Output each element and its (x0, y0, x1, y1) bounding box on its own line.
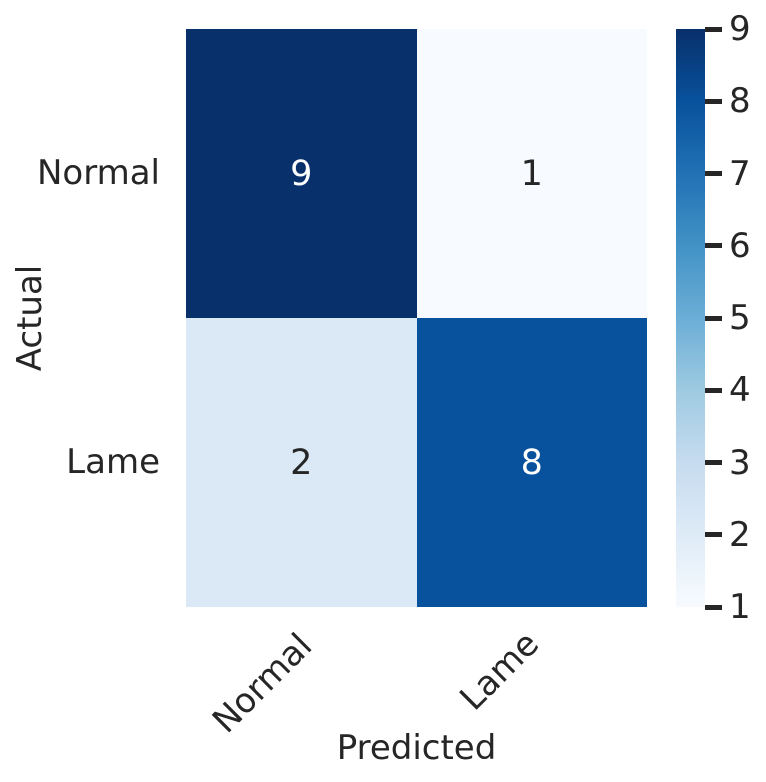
colorbar-tick-label: 7 (729, 153, 751, 194)
colorbar-tick-mark (705, 26, 722, 32)
colorbar-tick-mark (705, 387, 722, 393)
heatmap-cell-actual-normal-pred-lame: 1 (416, 29, 647, 318)
colorbar-tick-mark (705, 532, 722, 538)
colorbar-tick: 1 (705, 587, 751, 627)
heatmap-cell-actual-lame-pred-normal: 2 (186, 318, 417, 607)
colorbar-tick-label: 4 (729, 370, 751, 411)
colorbar-tick-label: 9 (729, 9, 751, 49)
ytick-label-normal: Normal (36, 153, 160, 193)
colorbar-tick-label: 5 (729, 298, 751, 338)
cell-value: 8 (520, 442, 543, 483)
colorbar-tick-label: 8 (729, 81, 751, 122)
colorbar-tick: 4 (705, 370, 751, 410)
colorbar-tick-label: 2 (729, 514, 751, 555)
colorbar-tick-mark (705, 243, 722, 249)
colorbar-tick-mark (705, 98, 722, 104)
colorbar-tick-mark (705, 315, 722, 321)
colorbar-tick: 9 (705, 9, 751, 49)
colorbar-tick: 3 (705, 443, 751, 483)
heatmap-cell-actual-lame-pred-lame: 8 (416, 318, 647, 607)
colorbar-tick: 2 (705, 515, 751, 555)
colorbar-tick: 7 (705, 154, 751, 194)
colorbar (676, 29, 705, 607)
colorbar-tick: 5 (705, 298, 751, 338)
y-axis-label: Actual (10, 264, 50, 372)
colorbar-tick: 8 (705, 81, 751, 121)
colorbar-tick: 6 (705, 226, 751, 266)
colorbar-tick-label: 6 (729, 225, 751, 266)
colorbar-ticks: 9 8 7 6 5 4 3 2 1 (705, 9, 766, 627)
colorbar-tick-label: 3 (729, 442, 751, 483)
cell-value: 9 (290, 153, 313, 194)
xtick-label-normal: Normal (204, 625, 321, 742)
xtick-label-lame: Lame (452, 623, 548, 719)
colorbar-tick-mark (705, 171, 722, 176)
ytick-label-lame: Lame (66, 442, 160, 482)
x-axis-label: Predicted (336, 728, 497, 768)
colorbar-tick-mark (705, 604, 722, 610)
heatmap-grid: 9 1 2 8 (186, 29, 647, 607)
colorbar-tick-mark (705, 460, 722, 465)
cell-value: 1 (520, 153, 543, 194)
cell-value: 2 (290, 442, 313, 483)
colorbar-tick-label: 1 (729, 587, 751, 627)
heatmap-cell-actual-normal-pred-normal: 9 (186, 29, 417, 318)
